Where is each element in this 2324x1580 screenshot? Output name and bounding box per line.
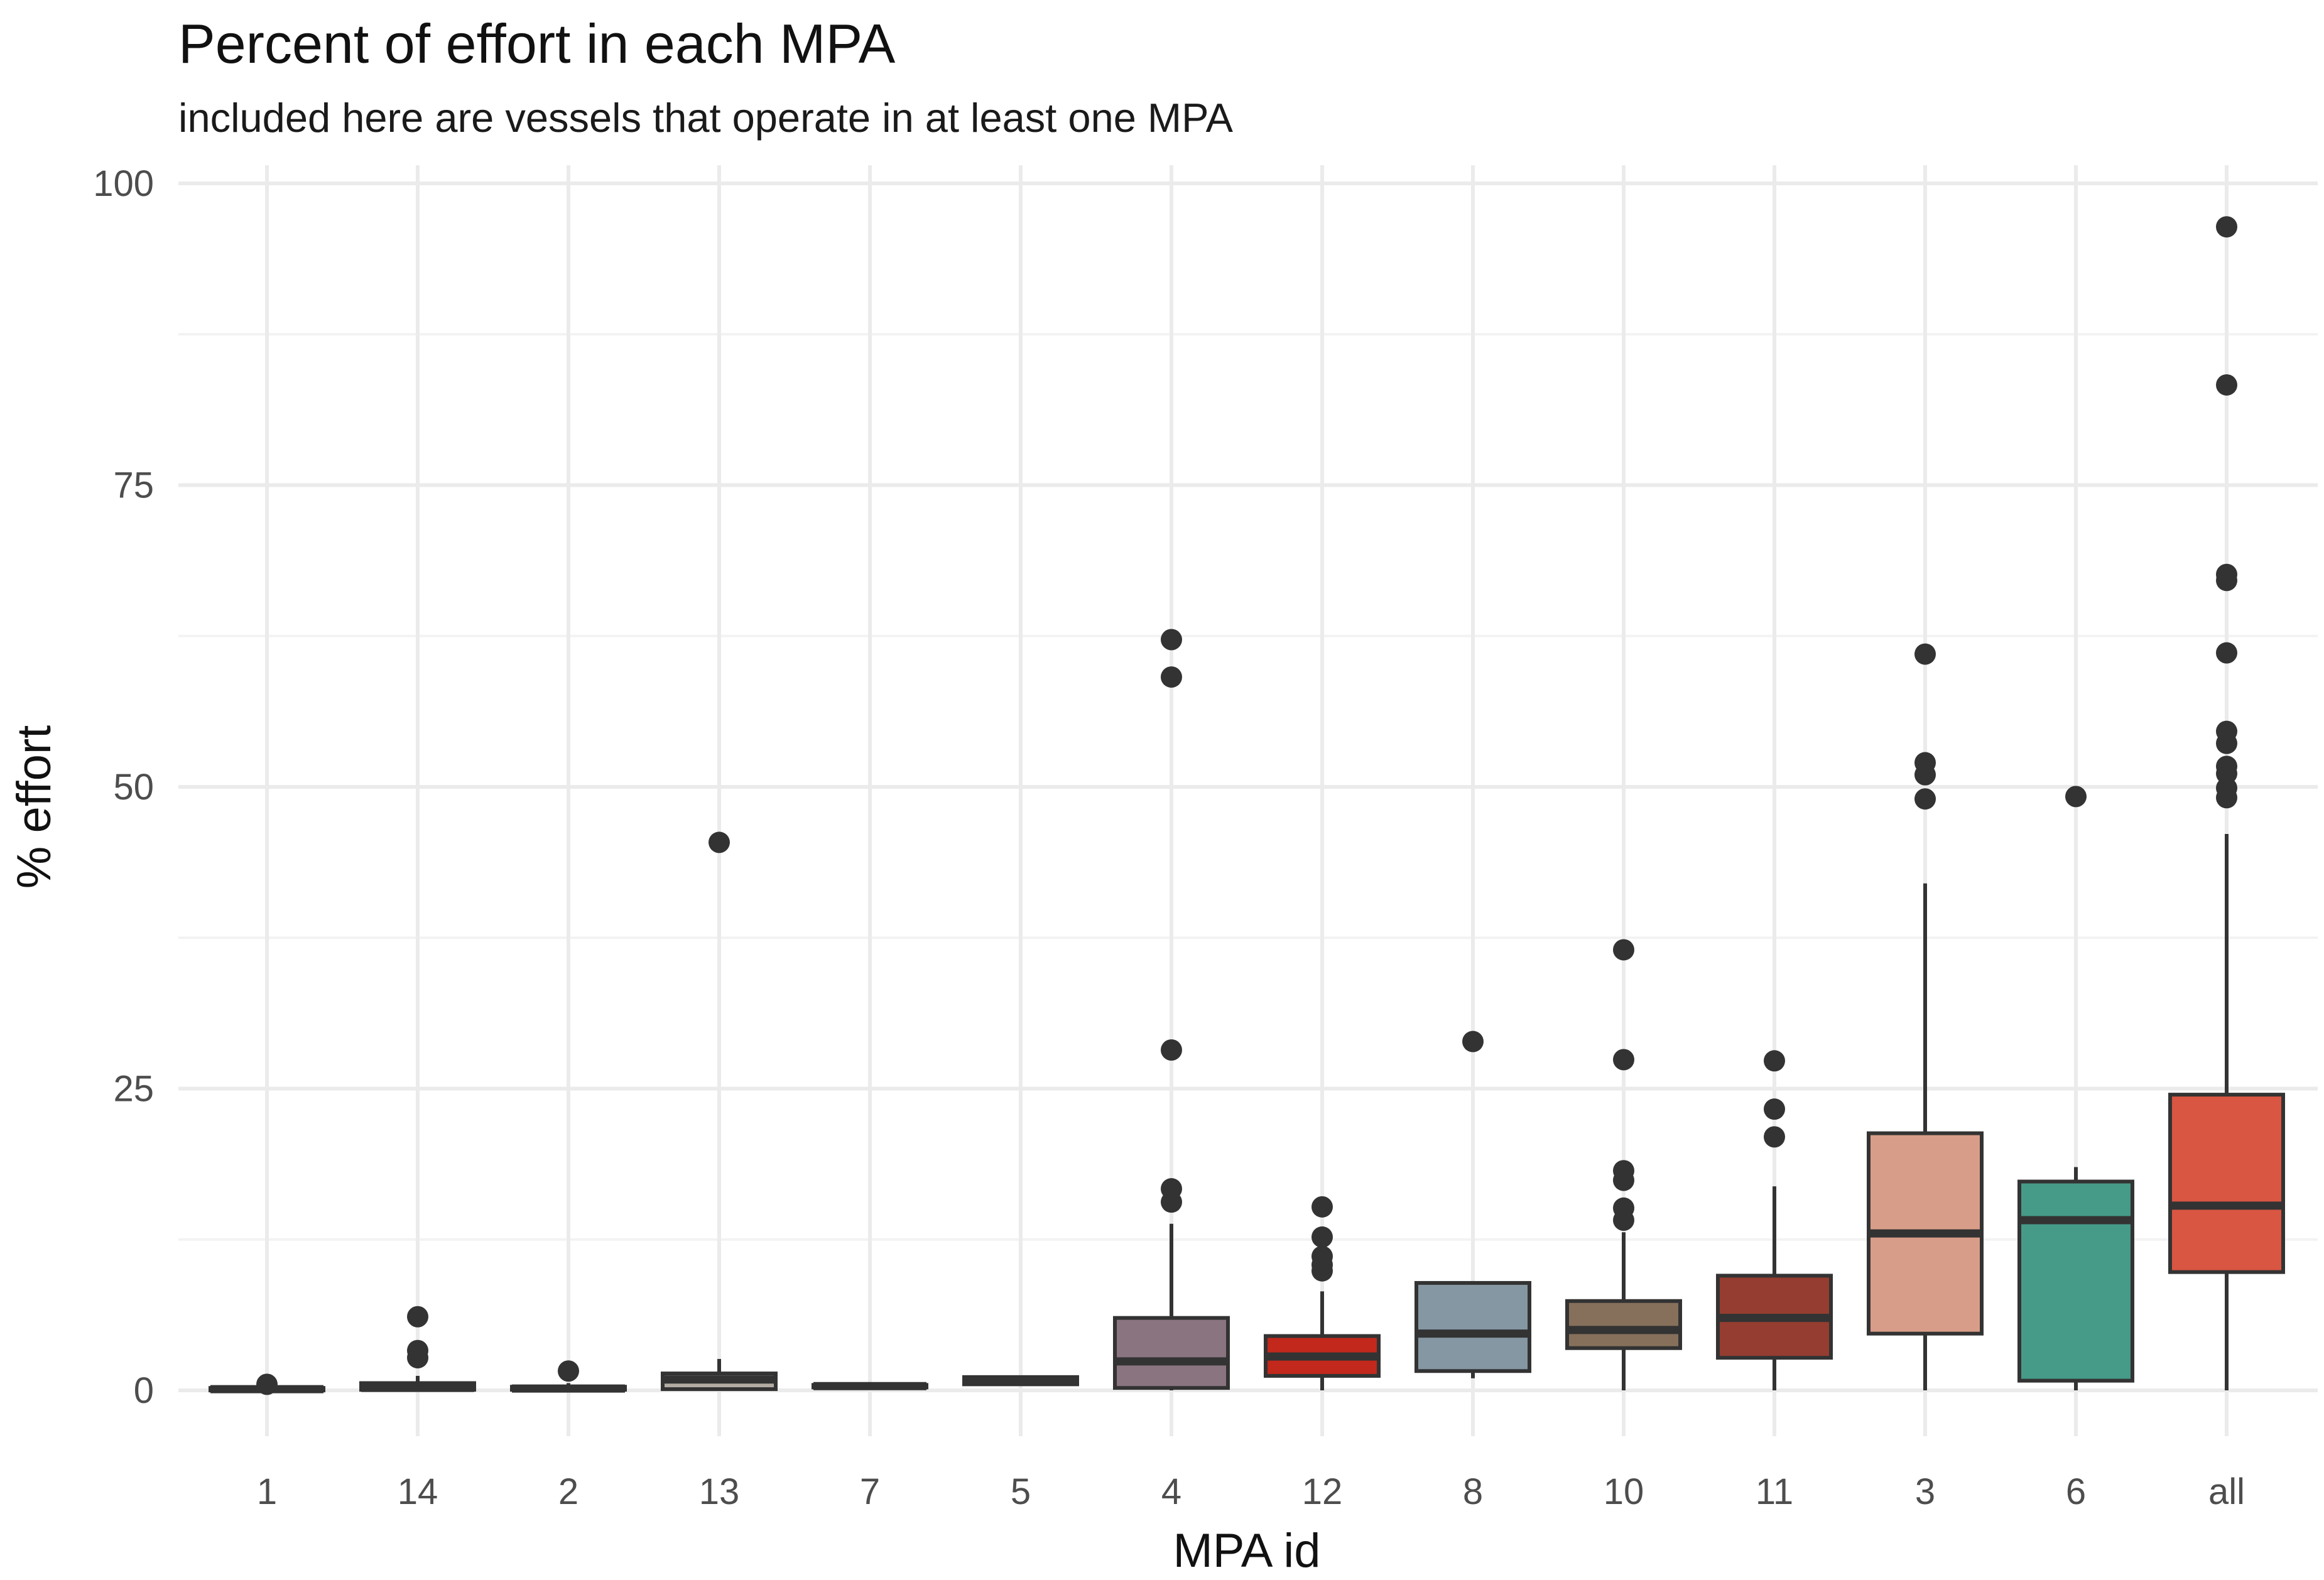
box-all bbox=[2168, 216, 2285, 1390]
outlier-point bbox=[2216, 563, 2237, 585]
boxes bbox=[209, 216, 2285, 1395]
outlier-point bbox=[1914, 752, 1936, 774]
x-tick-label: 6 bbox=[2066, 1471, 2086, 1512]
outlier-point bbox=[1161, 629, 1182, 651]
outlier-point bbox=[407, 1339, 428, 1361]
outlier-point bbox=[1764, 1050, 1785, 1072]
x-tick-label: 13 bbox=[699, 1471, 740, 1512]
x-tick-label: 5 bbox=[1011, 1471, 1031, 1512]
outlier-point bbox=[1311, 1245, 1333, 1267]
x-tick-label: 1 bbox=[257, 1471, 277, 1512]
x-tick-label: 8 bbox=[1463, 1471, 1483, 1512]
box-14 bbox=[359, 1306, 476, 1392]
outlier-point bbox=[1914, 643, 1936, 665]
outlier-point bbox=[1161, 1178, 1182, 1200]
outlier-point bbox=[2216, 216, 2237, 238]
outlier-point bbox=[2216, 642, 2237, 664]
box-body bbox=[2017, 1179, 2134, 1383]
outlier-point bbox=[1311, 1226, 1333, 1248]
x-axis-title: MPA id bbox=[1173, 1524, 1320, 1577]
x-tick-label: 14 bbox=[398, 1471, 438, 1512]
x-tick-label: 3 bbox=[1915, 1471, 1935, 1512]
box-1 bbox=[209, 1373, 325, 1395]
outlier-point bbox=[1311, 1196, 1333, 1218]
x-tick-label: 4 bbox=[1161, 1471, 1181, 1512]
box-body bbox=[1414, 1280, 1531, 1373]
y-tick-label: 25 bbox=[113, 1069, 154, 1110]
chart-title: Percent of effort in each MPA bbox=[178, 13, 896, 75]
y-tick-label: 100 bbox=[93, 163, 154, 204]
outlier-point bbox=[1613, 1160, 1634, 1182]
box-4 bbox=[1113, 629, 1230, 1390]
outlier-point bbox=[407, 1306, 428, 1328]
box-8 bbox=[1414, 1031, 1531, 1378]
outlier-point bbox=[2216, 374, 2237, 396]
outlier-point bbox=[1161, 1039, 1182, 1061]
x-tick-label: all bbox=[2208, 1471, 2245, 1512]
x-tick-label: 11 bbox=[1756, 1471, 1793, 1512]
box-body bbox=[1113, 1316, 1230, 1390]
box-10 bbox=[1565, 939, 1682, 1390]
outlier-point bbox=[1764, 1098, 1785, 1120]
box-5 bbox=[962, 1375, 1079, 1387]
y-tick-label: 75 bbox=[113, 465, 154, 506]
x-tick-label: 7 bbox=[860, 1471, 880, 1512]
x-tick-label: 10 bbox=[1604, 1471, 1644, 1512]
y-tick-label: 50 bbox=[113, 767, 154, 808]
box-3 bbox=[1867, 643, 1984, 1390]
box-11 bbox=[1716, 1050, 1833, 1390]
outlier-point bbox=[558, 1360, 579, 1382]
outlier-point bbox=[1161, 666, 1182, 688]
outlier-point bbox=[709, 831, 730, 853]
outlier-point bbox=[1613, 939, 1634, 961]
box-2 bbox=[510, 1360, 627, 1393]
box-body bbox=[1565, 1299, 1682, 1350]
outlier-point bbox=[1914, 788, 1936, 810]
x-axis-ticks: 1 14 2 13 7 5 4 12 8 10 11 3 6 all bbox=[257, 1471, 2245, 1512]
y-axis-ticks: 0 25 50 75 100 bbox=[93, 163, 154, 1411]
x-tick-label: 12 bbox=[1302, 1471, 1343, 1512]
outlier-point bbox=[1462, 1031, 1484, 1052]
box-13 bbox=[661, 831, 778, 1392]
box-body bbox=[2168, 1093, 2285, 1274]
outlier-point bbox=[256, 1373, 278, 1395]
gridlines bbox=[178, 165, 2318, 1437]
box-7 bbox=[812, 1382, 928, 1390]
box-6 bbox=[2017, 786, 2134, 1390]
y-axis-title: % effort bbox=[8, 725, 61, 889]
y-tick-label: 0 bbox=[134, 1370, 154, 1411]
outlier-point bbox=[1764, 1126, 1785, 1148]
x-tick-label: 2 bbox=[558, 1471, 578, 1512]
box-12 bbox=[1264, 1196, 1381, 1390]
outlier-point bbox=[2216, 720, 2237, 742]
outlier-point bbox=[2216, 755, 2237, 777]
outlier-point bbox=[2065, 786, 2087, 808]
outlier-point bbox=[1613, 1049, 1634, 1071]
chart-subtitle: included here are vessels that operate i… bbox=[178, 95, 1234, 141]
outlier-point bbox=[1613, 1197, 1634, 1219]
